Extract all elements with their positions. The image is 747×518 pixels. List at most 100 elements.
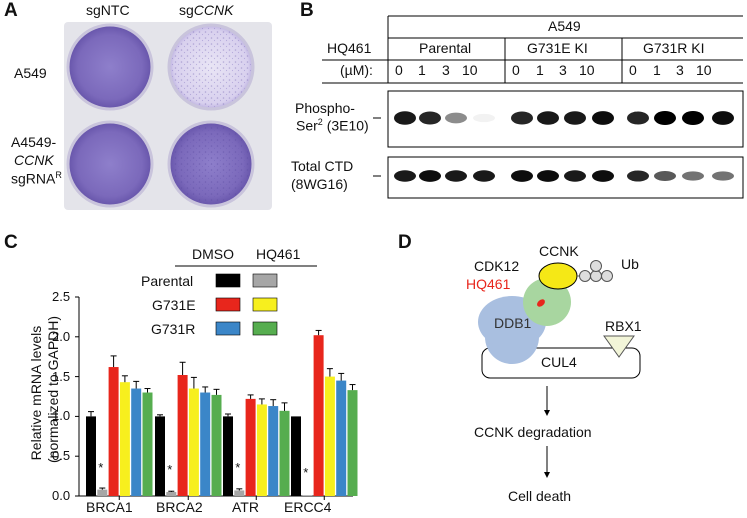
- blot1-ser: Ser: [296, 117, 318, 134]
- phospho-band: [419, 111, 441, 125]
- bar: [291, 416, 301, 496]
- legend-header-dmso: DMSO: [192, 246, 234, 262]
- plate-ntc-resistant: [66, 120, 154, 208]
- phospho-band: [592, 111, 614, 125]
- blot2-label-line1: Total CTD: [291, 158, 354, 174]
- phospho-band: [627, 111, 649, 125]
- dose-label: 10: [462, 62, 478, 78]
- x-tick-label: ATR: [232, 499, 259, 515]
- bar: [347, 390, 358, 496]
- row-label-a549: A549: [14, 65, 47, 81]
- significance-star: *: [235, 460, 241, 476]
- bar: [324, 376, 335, 496]
- dose-label: 10: [696, 62, 712, 78]
- phospho-band: [712, 111, 734, 125]
- total-ctd-band: [473, 170, 495, 182]
- bar: [302, 495, 313, 496]
- row-label-line2: CCNK: [14, 152, 54, 168]
- ub-bead-1: [579, 270, 591, 282]
- dose-label: 10: [579, 62, 595, 78]
- label-cell-death: Cell death: [508, 488, 572, 504]
- ccnk-shape: [538, 262, 578, 290]
- plate-ccnk-resistant: [167, 120, 255, 208]
- bar: [155, 416, 165, 496]
- bar: [256, 404, 267, 496]
- bar: [108, 367, 119, 496]
- x-tick-label: ERCC4: [284, 499, 332, 515]
- legend-swatch: [215, 273, 241, 288]
- x-tick-label: BRCA1: [86, 499, 133, 515]
- phospho-band: [511, 111, 533, 125]
- dose-label: 3: [559, 62, 567, 78]
- blot1-label-line1: Phospho-: [295, 100, 355, 116]
- dose-label: 0: [629, 62, 637, 78]
- plate-ntc-a549: [66, 23, 154, 111]
- panel-label-c: C: [4, 232, 18, 253]
- bar: [313, 335, 324, 496]
- phospho-band: [394, 111, 416, 125]
- legend-label-parental: Parental: [141, 273, 194, 289]
- label-cul4: CUL4: [541, 354, 577, 370]
- cdk12-shape: [523, 278, 571, 326]
- significance-star: *: [98, 459, 104, 475]
- label-ccnk: CCNK: [539, 243, 579, 259]
- bar: [166, 492, 177, 496]
- bar: [245, 398, 256, 496]
- bar: [336, 380, 347, 496]
- label-ddb1: DDB1: [494, 315, 532, 331]
- total-ctd-band: [537, 170, 559, 182]
- bar: [223, 416, 233, 496]
- total-ctd-band: [564, 170, 586, 182]
- label-ccnk-degradation: CCNK degradation: [474, 424, 592, 440]
- blot2-label-line2: (8WG16): [291, 176, 348, 192]
- rbx1-shape: [603, 335, 635, 358]
- legend-label-g731r: G731R: [151, 321, 196, 337]
- y-tick-label: 1.5: [52, 368, 71, 384]
- blot-total-frame: [387, 156, 744, 199]
- bar: [200, 392, 211, 496]
- panel-label-a: A: [4, 0, 18, 21]
- bar: [131, 388, 142, 496]
- total-ctd-band: [511, 170, 533, 182]
- y-tick-label: 2.5: [52, 289, 71, 304]
- y-tick-label: 2.0: [52, 328, 71, 344]
- dose-label: 3: [676, 62, 684, 78]
- total-ctd-band: [592, 170, 614, 182]
- compound-label: HQ461: [327, 40, 372, 56]
- phospho-band: [445, 112, 467, 124]
- legend-label-g731e: G731E: [152, 297, 196, 313]
- y-tick-label: 0.5: [52, 448, 71, 464]
- col-label-gene: CCNK: [193, 2, 234, 18]
- label-hq461: HQ461: [466, 276, 511, 292]
- arrow-1-head: [544, 410, 550, 416]
- blot1-sup: 2: [317, 117, 323, 127]
- bar: [279, 410, 290, 496]
- dose-label: 1: [418, 62, 426, 78]
- total-ctd-band: [712, 171, 734, 181]
- panel-label-d: D: [398, 232, 412, 253]
- dose-label: 0: [512, 62, 520, 78]
- legend-swatch: [215, 297, 241, 312]
- blot1-label-line2: Ser2 (3E10): [296, 117, 369, 134]
- legend-swatch: [215, 321, 241, 336]
- col-label-sgntc: sgNTC: [86, 2, 130, 18]
- panel-label-b: B: [300, 0, 314, 21]
- bar: [188, 388, 199, 496]
- dose-label: 0: [395, 62, 403, 78]
- bar: [119, 382, 130, 496]
- total-ctd-band: [394, 170, 416, 182]
- arrow-2-head: [544, 472, 550, 478]
- phospho-band: [537, 111, 559, 125]
- y-tick-label: 1.0: [52, 408, 71, 424]
- label-cdk12: CDK12: [474, 258, 520, 274]
- plate-ccnk-a549: [167, 23, 255, 111]
- bar: [234, 490, 245, 496]
- x-tick-label: BRCA2: [156, 499, 203, 515]
- phospho-band: [564, 111, 586, 125]
- legend-swatch: [252, 297, 278, 312]
- dose-label: 3: [442, 62, 450, 78]
- row-label-sup: R: [55, 170, 62, 180]
